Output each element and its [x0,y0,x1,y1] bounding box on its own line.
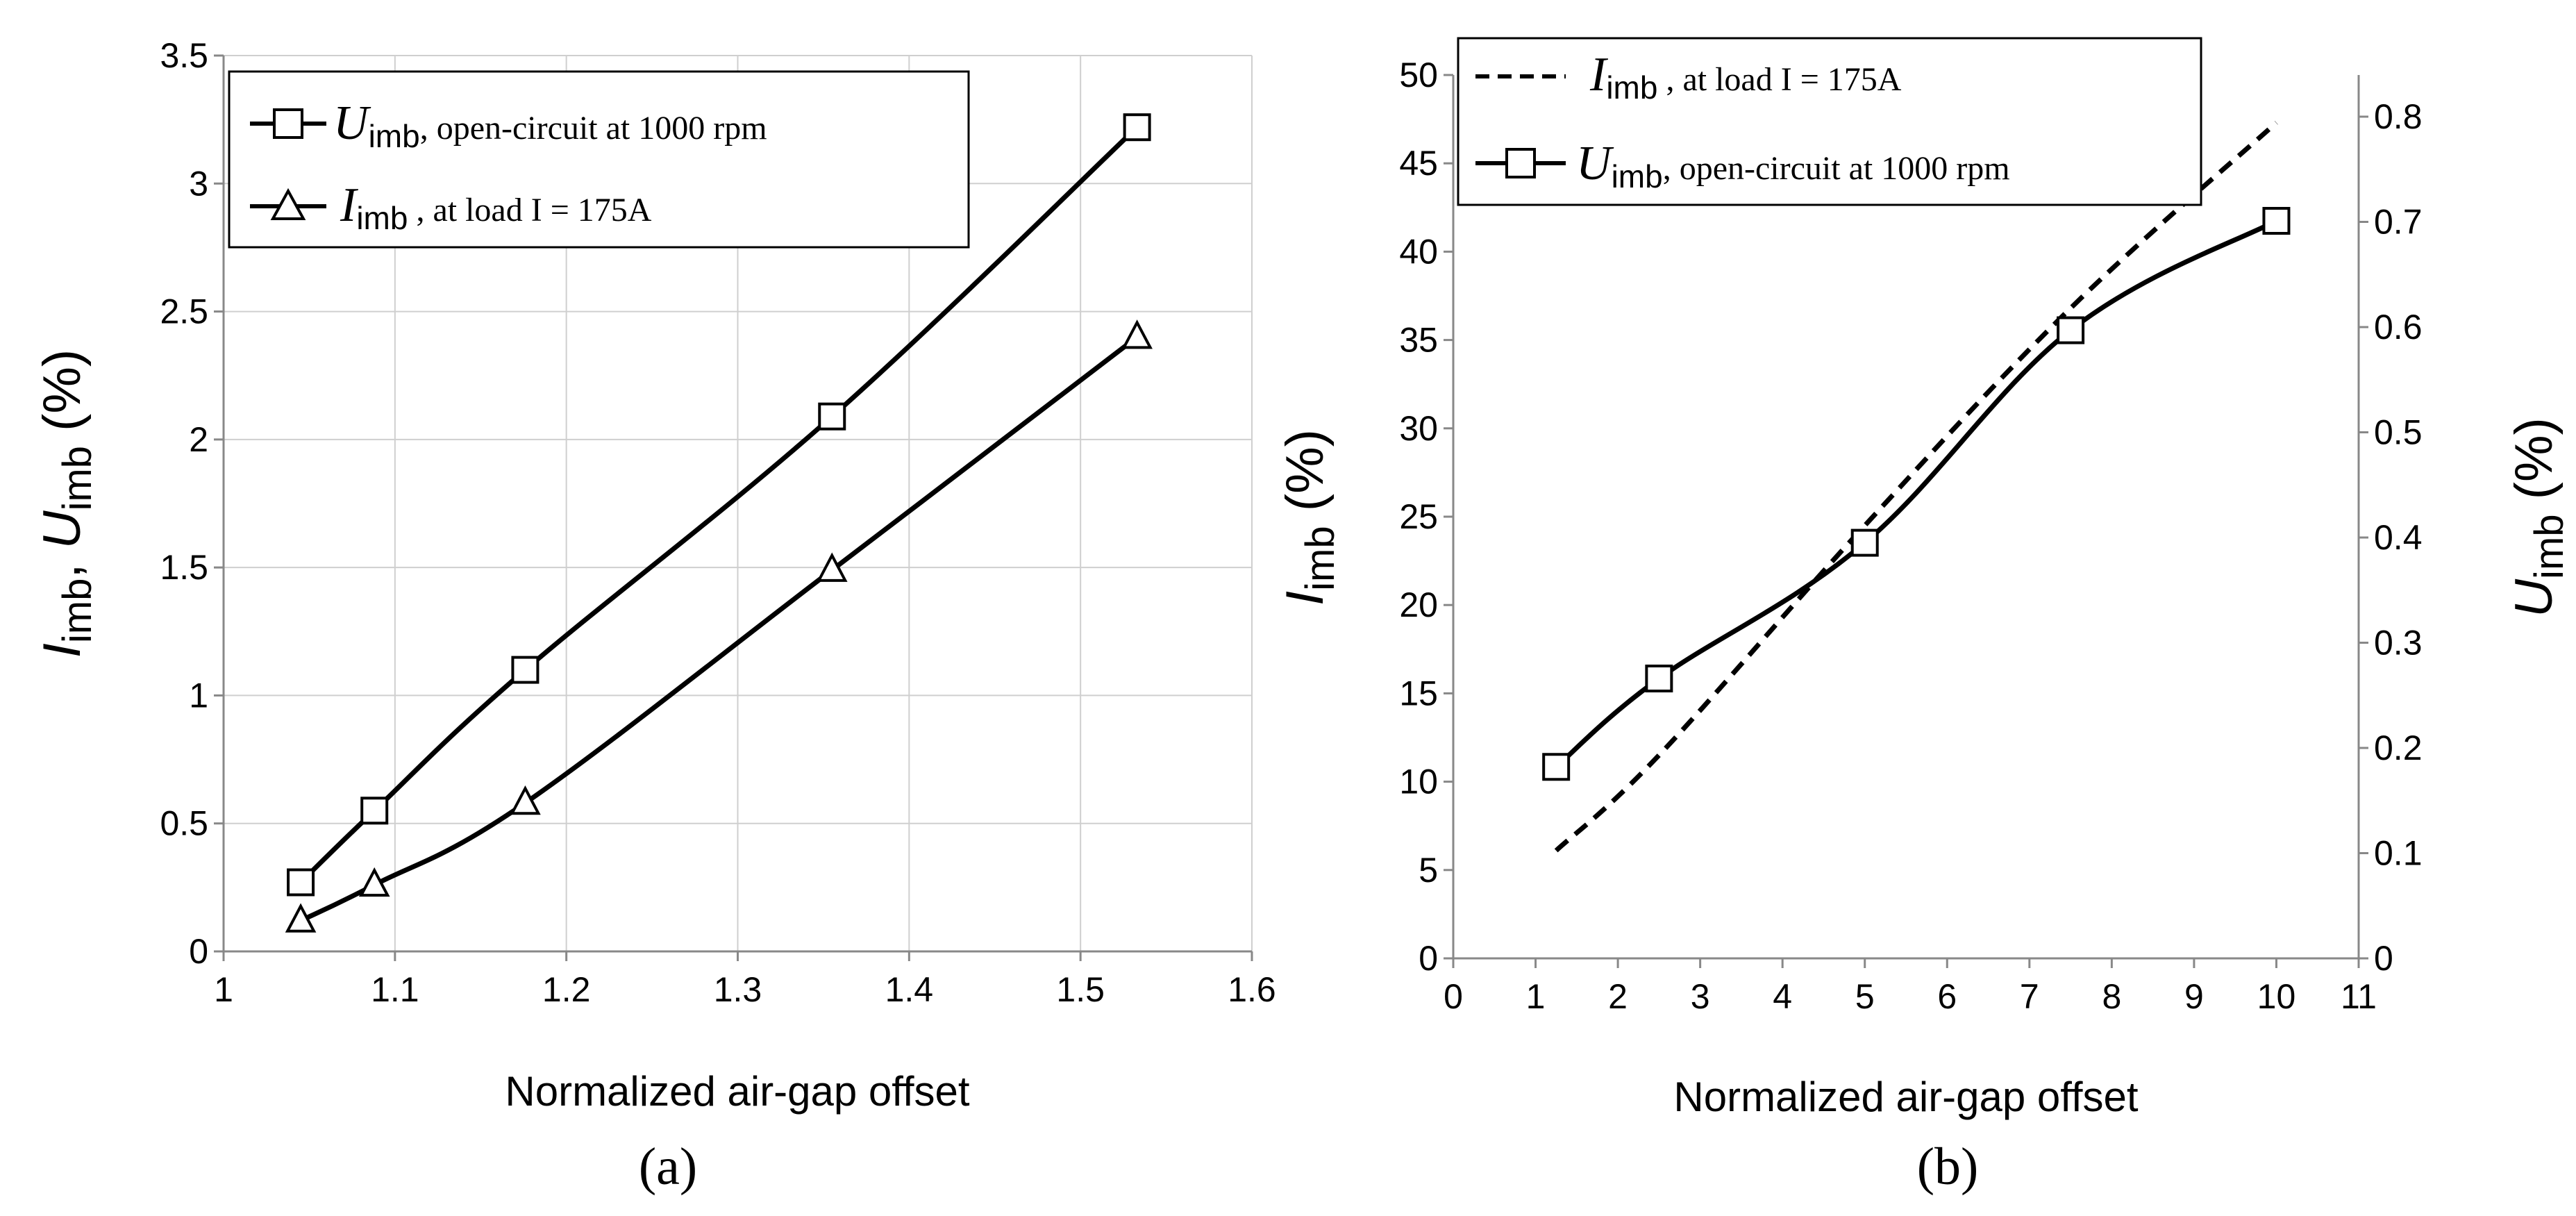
y-right-tick-label: 0.1 [2374,834,2423,873]
data-point-square [2057,316,2085,344]
x-tick-label: 10 [2257,977,2296,1016]
y-right-tick-label: 0.6 [2374,308,2423,347]
x-tick-label: 4 [1773,977,1792,1016]
series-b [1542,121,2291,853]
x-tick-label: 1.6 [1228,970,1276,1009]
x-tick-label: 6 [1937,977,1957,1016]
x-tick-label: 8 [2102,977,2121,1016]
x-tick-label: 3 [1691,977,1710,1016]
x-tick-label: 1 [1526,977,1546,1016]
x-axis-title-b: Normalized air-gap offset [1673,1074,2139,1120]
data-point-triangle [358,867,390,897]
data-point-triangle [510,785,541,815]
y-right-tick-label: 0.7 [2374,203,2423,242]
x-tick-label: 1.2 [542,970,591,1009]
data-point-square [511,656,540,684]
y-tick-label: 15 [1399,674,1438,713]
legend-entry-i-imb-a: Iimb , at load I = 175A [250,178,652,236]
x-tick-label: 1.1 [371,970,419,1009]
chart-panel-a: 1 1.1 1.2 1.3 1.4 1.5 1.6 0 0.5 1 1.5 2 2.5 3 3.5 Iim… [33,36,1276,1196]
legend-a: Uimb, open-circuit at 1000 rpm Iimb , at… [228,70,970,249]
legend-marker-triangle-a [270,188,306,220]
y-tick-labels-a: 0 0.5 1 1.5 2 2.5 3 3.5 [160,36,208,971]
y-tick-label: 1.5 [160,548,208,587]
y-left-tick-labels-b: 0 5 10 15 20 25 30 35 40 45 50 [1399,56,1453,978]
data-point-square [360,797,389,825]
y-right-tick-label: 0.8 [2374,97,2423,136]
x-tick-label: 1.4 [885,970,934,1009]
legend-marker-square-a [273,108,303,139]
legend-b: Iimb , at load I = 175A Uimb, open-circu… [1457,37,2202,206]
x-tick-label: 1.3 [714,970,762,1009]
data-point-square [1850,528,1879,557]
y-tick-label: 5 [1419,851,1438,890]
y-right-tick-labels-b: 0 0.1 0.2 0.3 0.4 0.5 0.6 0.7 0.8 [2359,97,2423,978]
y-right-tick-label: 0.2 [2374,728,2423,767]
y-right-tick-label: 0 [2374,939,2393,978]
y-tick-label: 3.5 [160,36,208,75]
y-tick-label: 25 [1399,497,1438,536]
x-tick-label: 0 [1444,977,1463,1016]
x-tick-labels-a: 1 1.1 1.2 1.3 1.4 1.5 1.6 [214,970,1276,1009]
x-tick-labels-b: 0 1 2 3 4 5 6 7 8 9 10 11 [1444,958,2377,1016]
x-axis-title-a: Normalized air-gap offset [505,1068,970,1115]
y-tick-label: 3 [189,164,208,203]
data-point-triangle [816,552,848,582]
legend-entry-u-imb-a: Uimb, open-circuit at 1000 rpm [250,97,767,154]
legend-entry-i-imb-b: Iimb , at load I = 175A [1475,48,1902,106]
y-right-tick-label: 0.3 [2374,624,2423,663]
svg-text:Iimb , at load I = 175A: Iimb , at load I = 175A [1589,48,1902,106]
y-tick-label: 2 [189,420,208,459]
y-tick-label: 45 [1399,144,1438,183]
legend-marker-square-b [1505,148,1536,178]
data-point-square [818,402,846,431]
svg-text:Uimb, open-circuit at 1000 rpm: Uimb, open-circuit at 1000 rpm [1576,137,2010,194]
data-point-square [2262,206,2291,235]
y-tick-label: 40 [1399,232,1438,271]
x-tick-label: 1.5 [1056,970,1105,1009]
x-tick-label: 11 [2341,977,2377,1016]
y-axis-title-a: Iimb, Uimb (%) [33,349,100,658]
data-point-square [287,868,315,897]
x-tick-label: 2 [1608,977,1628,1016]
y-tick-label: 2.5 [160,292,208,331]
y-tick-label: 1 [189,676,208,715]
panel-caption-b: (b) [1917,1138,1979,1196]
y-tick-label: 10 [1399,763,1438,801]
x-tick-label: 1 [214,970,233,1009]
y-tick-label: 0 [1419,939,1438,978]
data-point-square [1645,665,1673,693]
x-tick-label: 5 [1855,977,1875,1016]
data-point-square [1542,753,1571,781]
y-tick-label: 0 [189,932,208,971]
y-axis-title-right-b: Uimb (%) [2504,417,2572,617]
y-tick-label: 20 [1399,585,1438,624]
y-right-tick-label: 0.5 [2374,413,2423,452]
svg-text:Iimb , at load I = 175A: Iimb , at load I = 175A [340,178,652,236]
y-tick-label: 0.5 [160,804,208,843]
y-tick-label: 35 [1399,321,1438,360]
panel-caption-a: (a) [639,1138,697,1196]
legend-entry-u-imb-b: Uimb, open-circuit at 1000 rpm [1475,137,2010,194]
series-line-u-imb [1554,218,2278,769]
series-a [285,113,1153,933]
svg-text:Uimb, open-circuit at 1000 rpm: Uimb, open-circuit at 1000 rpm [333,97,767,154]
data-point-square [1123,113,1151,142]
y-tick-label: 50 [1399,56,1438,94]
x-tick-label: 9 [2184,977,2204,1016]
x-tick-label: 7 [2020,977,2039,1016]
y-axis-title-left-b: Iimb (%) [1276,429,1343,606]
data-point-triangle [1121,319,1153,349]
data-point-triangle [285,903,317,933]
y-tick-label: 30 [1399,409,1438,448]
y-right-tick-label: 0.4 [2374,518,2423,557]
series-line-i-imb [1554,121,2278,853]
